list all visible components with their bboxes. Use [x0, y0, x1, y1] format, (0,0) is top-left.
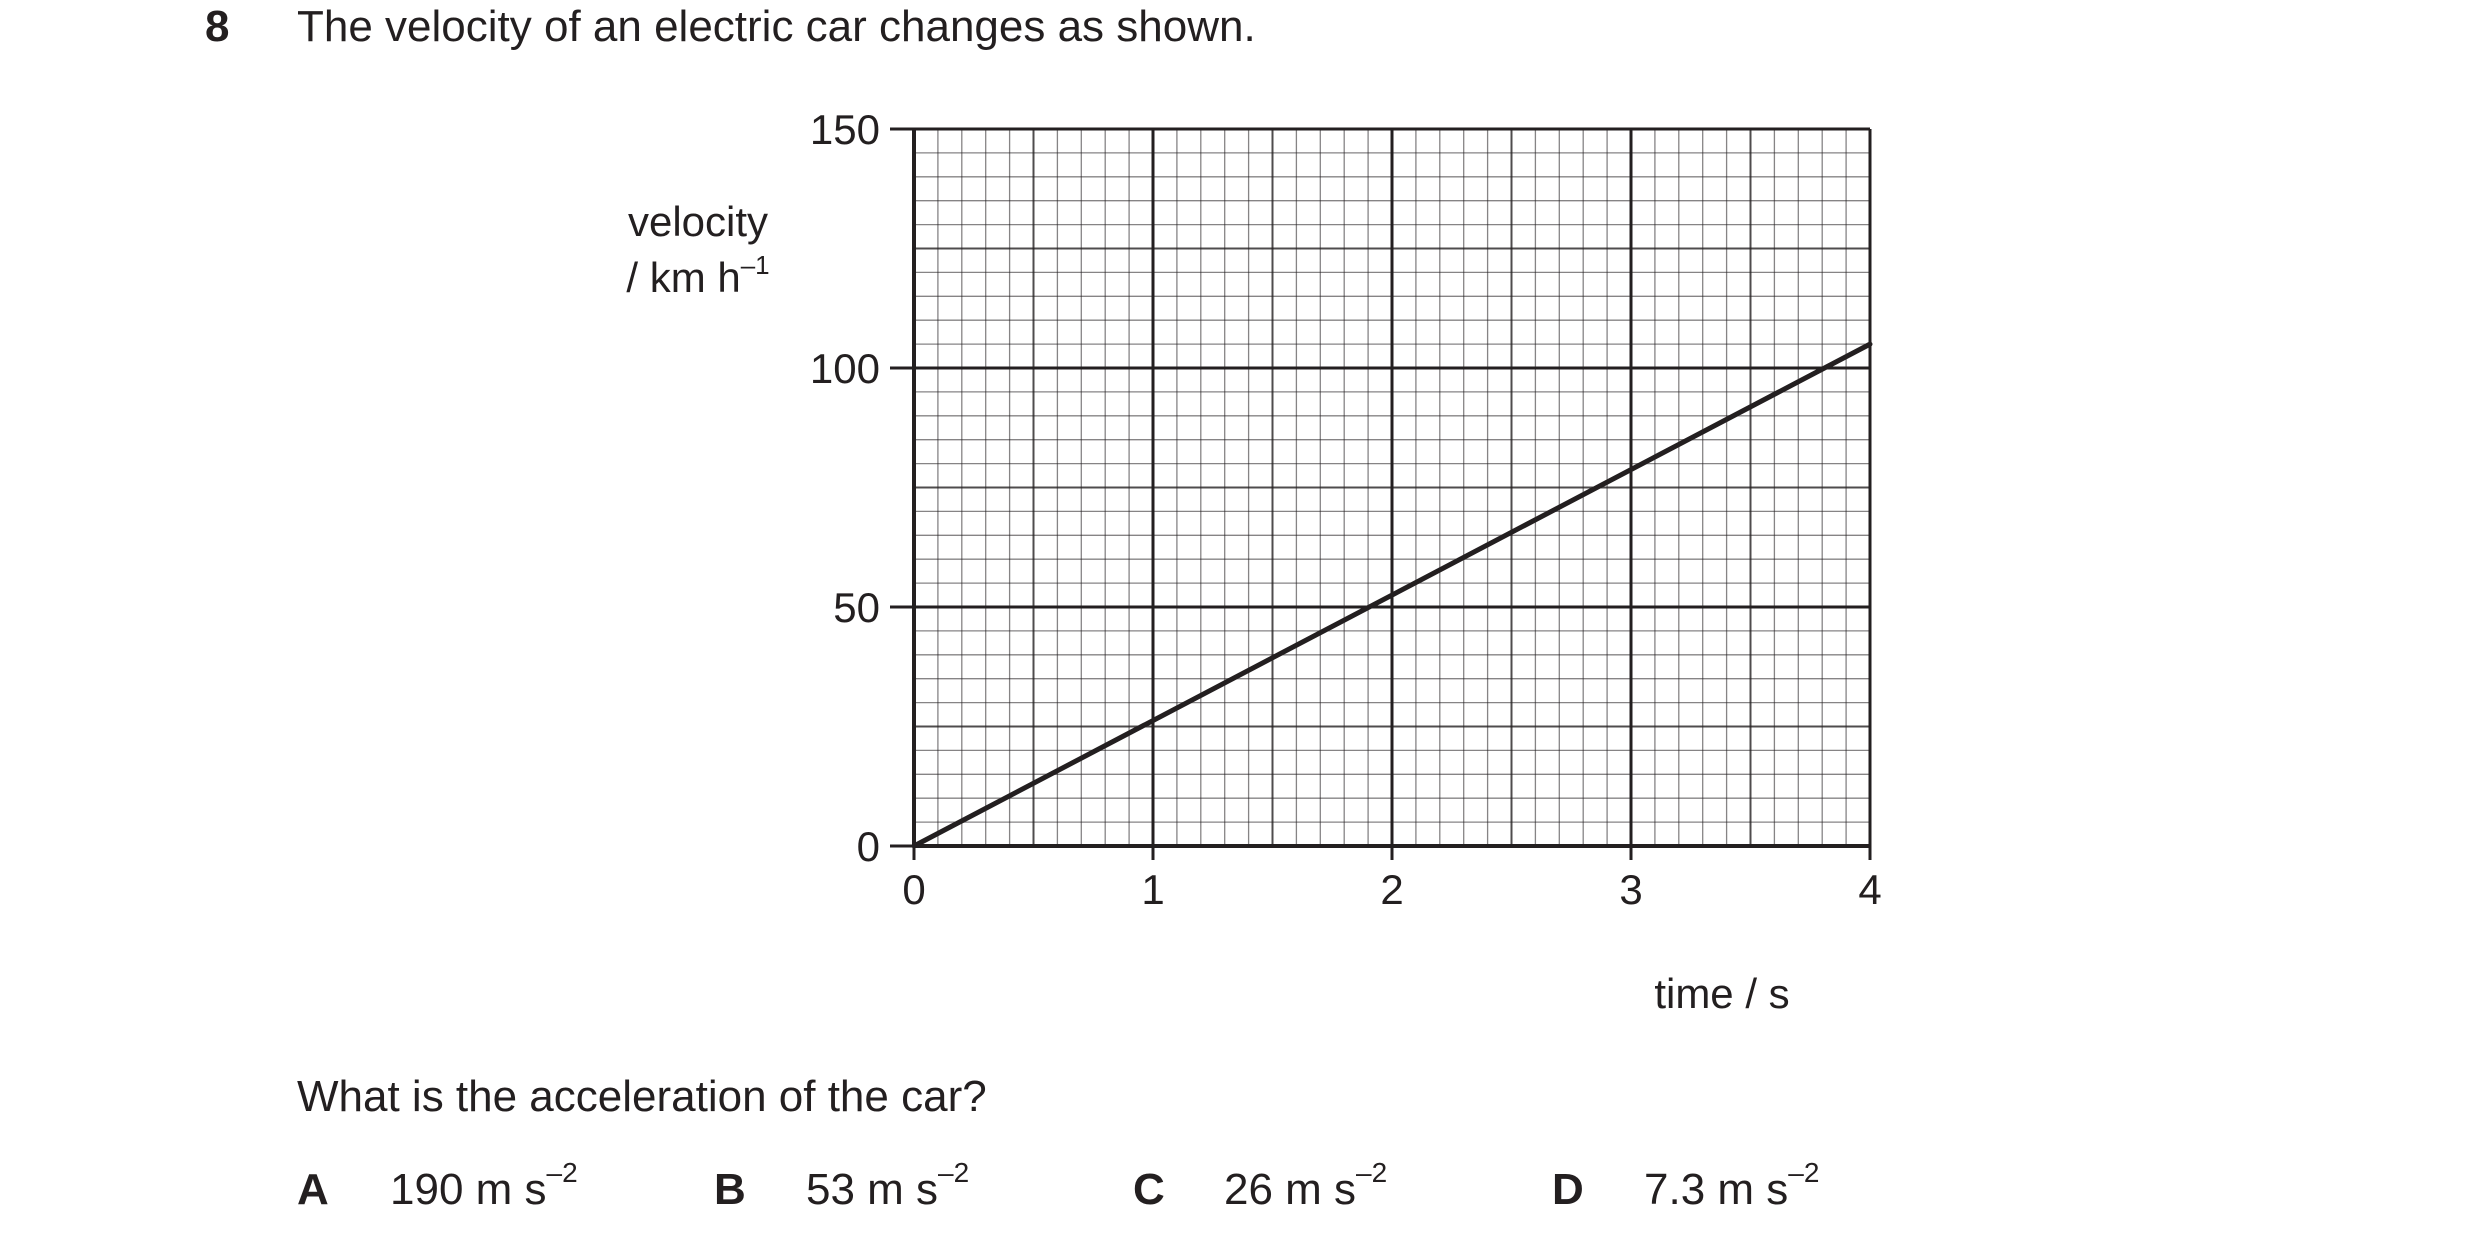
- y-tick-label: 150: [810, 106, 880, 153]
- option-d-value: 7.3 m s–2: [1644, 1157, 1820, 1215]
- option-a-value: 190 m s–2: [390, 1157, 578, 1215]
- x-tick-label: 3: [1619, 866, 1642, 913]
- x-axis-label: time / s: [1654, 970, 1789, 1017]
- question-stem: The velocity of an electric car changes …: [297, 2, 1256, 51]
- y-axis-label-line1: velocity: [628, 198, 768, 245]
- graph-grid: [912, 127, 1872, 848]
- graph-tick-labels: 0 1 2 3 4 0 50 100 150: [810, 106, 1882, 913]
- x-tick-label: 1: [1141, 866, 1164, 913]
- x-tick-label: 0: [902, 866, 925, 913]
- option-c-letter: C: [1133, 1165, 1165, 1214]
- option-c-value: 26 m s–2: [1224, 1157, 1388, 1215]
- question-prompt: What is the acceleration of the car?: [297, 1072, 987, 1121]
- y-tick-label: 50: [833, 584, 880, 631]
- option-b-letter: B: [714, 1165, 746, 1214]
- y-axis-unit-exponent: –1: [741, 250, 770, 280]
- option-d-exponent: –2: [1788, 1157, 1820, 1188]
- graph-series: [911, 341, 1873, 849]
- x-tick-label: 2: [1380, 866, 1403, 913]
- option-c-exponent: –2: [1356, 1157, 1388, 1188]
- option-b-exponent: –2: [938, 1157, 970, 1188]
- y-tick-label: 0: [857, 823, 880, 870]
- velocity-line: [911, 341, 1873, 849]
- graph-ticks: [890, 127, 1872, 860]
- option-a-exponent: –2: [546, 1157, 578, 1188]
- option-a-letter: A: [297, 1165, 329, 1214]
- x-tick-label: 4: [1858, 866, 1881, 913]
- y-axis-label-line2: / km h–1: [626, 250, 769, 301]
- option-b-value: 53 m s–2: [806, 1157, 970, 1215]
- option-d-letter: D: [1552, 1165, 1584, 1214]
- y-tick-label: 100: [810, 345, 880, 392]
- y-axis-unit: / km h: [626, 254, 740, 301]
- velocity-time-graph: 0 1 2 3 4 0 50 100 150 velocity / km h–1 time / …: [626, 106, 1882, 1017]
- question-number: 8: [205, 2, 230, 51]
